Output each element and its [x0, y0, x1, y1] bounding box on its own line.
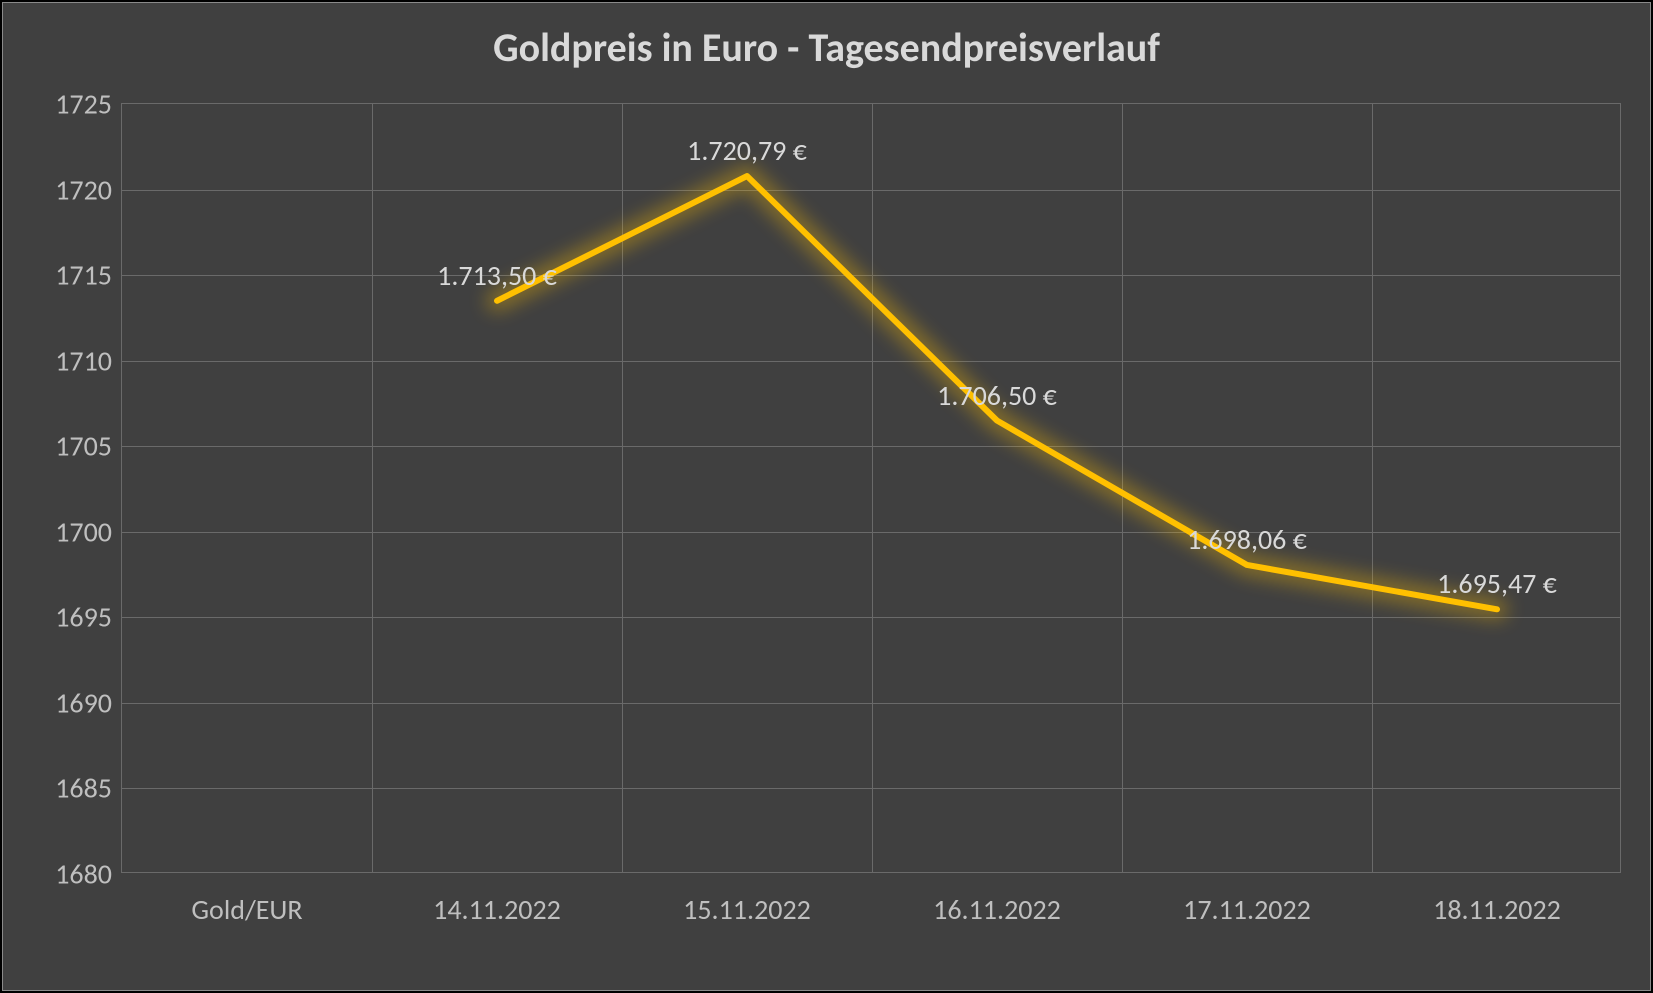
- y-axis-label: 1715: [32, 258, 112, 293]
- x-axis-label: 18.11.2022: [1433, 892, 1561, 927]
- data-label: 1.720,79 €: [687, 133, 807, 168]
- chart-title: Goldpreis in Euro - Tagesendpreisverlauf: [3, 23, 1650, 72]
- y-axis-label: 1690: [32, 685, 112, 720]
- chart-container: Goldpreis in Euro - Tagesendpreisverlauf…: [2, 2, 1651, 991]
- x-axis-label: 14.11.2022: [433, 892, 561, 927]
- y-axis-label: 1710: [32, 343, 112, 378]
- x-axis-label: 17.11.2022: [1183, 892, 1311, 927]
- x-axis-label: 16.11.2022: [933, 892, 1061, 927]
- data-label: 1.695,47 €: [1437, 566, 1557, 601]
- data-label: 1.713,50 €: [437, 258, 557, 293]
- y-axis-label: 1695: [32, 600, 112, 635]
- x-axis-label: 15.11.2022: [683, 892, 811, 927]
- y-axis-label: 1700: [32, 514, 112, 549]
- data-label: 1.706,50 €: [937, 378, 1057, 413]
- plot-area: 1680168516901695170017051710171517201725…: [121, 103, 1621, 873]
- data-label: 1.698,06 €: [1187, 522, 1307, 557]
- y-axis-label: 1685: [32, 771, 112, 806]
- y-axis-label: 1680: [32, 857, 112, 892]
- line-series: [122, 104, 1622, 874]
- y-axis-label: 1725: [32, 87, 112, 122]
- x-axis-label: Gold/EUR: [191, 892, 302, 927]
- y-axis-label: 1705: [32, 429, 112, 464]
- y-axis-label: 1720: [32, 172, 112, 207]
